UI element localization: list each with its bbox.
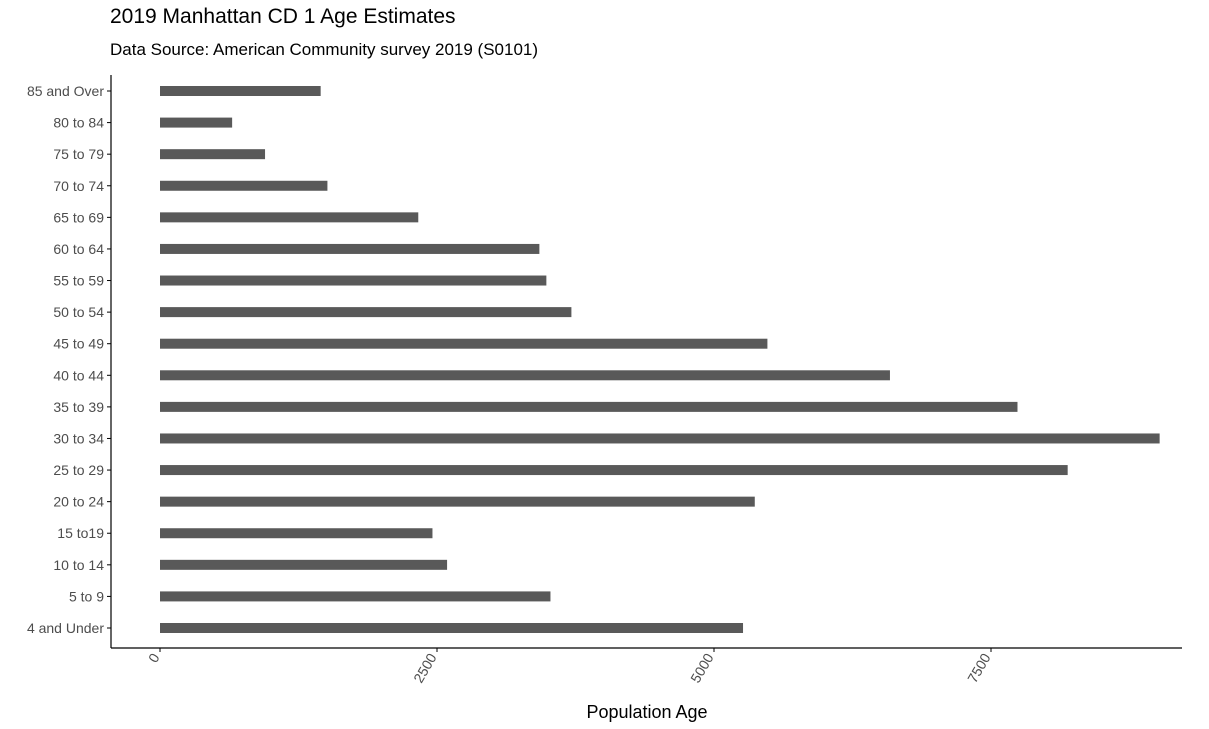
y-tick-label: 85 and Over <box>27 83 104 99</box>
bar-50-to-54 <box>160 307 572 318</box>
y-tick-label: 5 to 9 <box>69 588 104 604</box>
y-tick-label: 10 to 14 <box>53 557 104 573</box>
y-tick-label: 40 to 44 <box>53 367 104 383</box>
bar-40-to-44 <box>160 370 890 381</box>
bar-4-and-under <box>160 623 744 633</box>
bar-5-to-9 <box>160 591 551 602</box>
y-tick-label: 80 to 84 <box>53 115 104 131</box>
bar-30-to-34 <box>160 433 1160 444</box>
y-tick-label: 50 to 54 <box>53 304 104 320</box>
y-tick-label: 60 to 64 <box>53 241 104 257</box>
y-tick-label: 65 to 69 <box>53 209 104 225</box>
bar-10-to-14 <box>160 559 448 570</box>
bar-75-to-79 <box>160 149 266 160</box>
x-tick-label: 5000 <box>687 650 717 685</box>
y-tick-label: 55 to 59 <box>53 273 104 289</box>
y-tick-label: 25 to 29 <box>53 462 104 478</box>
bar-35-to-39 <box>160 401 1018 412</box>
x-tick-label: 2500 <box>410 650 440 685</box>
y-tick-label: 30 to 34 <box>53 430 104 446</box>
bar-55-to-59 <box>160 275 547 286</box>
y-tick-label: 15 to19 <box>57 525 104 541</box>
bar-65-to-69 <box>160 212 419 223</box>
bar-60-to-64 <box>160 243 540 254</box>
x-tick-label: 7500 <box>964 650 994 685</box>
bar-80-to-84 <box>160 117 233 128</box>
chart-subtitle: Data Source: American Community survey 2… <box>110 40 539 59</box>
bar-70-to-74 <box>160 180 328 191</box>
x-axis-label: Population Age <box>586 702 708 722</box>
bar-15-to19 <box>160 528 433 539</box>
y-tick-label: 20 to 24 <box>53 494 104 510</box>
y-tick-label: 75 to 79 <box>53 146 104 162</box>
x-tick-label: 0 <box>145 650 163 665</box>
y-tick-label: 45 to 49 <box>53 336 104 352</box>
chart-title: 2019 Manhattan CD 1 Age Estimates <box>110 5 456 28</box>
y-tick-label: 70 to 74 <box>53 178 104 194</box>
bar-45-to-49 <box>160 338 768 349</box>
bar-25-to-29 <box>160 465 1068 476</box>
bar-85-and-over <box>160 86 321 96</box>
y-tick-label: 35 to 39 <box>53 399 104 415</box>
y-tick-label: 4 and Under <box>27 620 104 636</box>
bar-20-to-24 <box>160 496 755 507</box>
